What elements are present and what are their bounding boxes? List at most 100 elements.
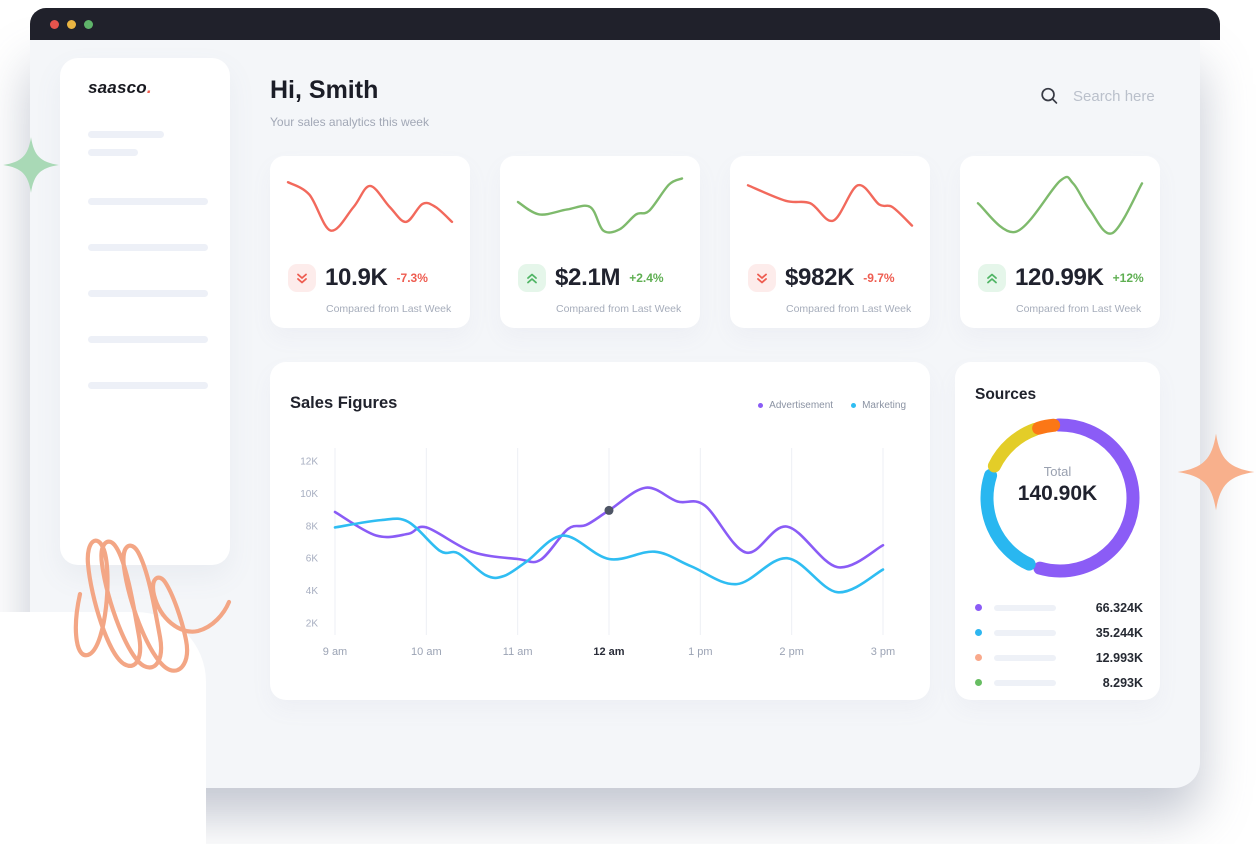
legend-label: Advertisement: [769, 400, 834, 411]
sources-legend-row: 35.244K: [975, 626, 1143, 640]
legend-dot: [975, 679, 982, 686]
search-icon[interactable]: [1040, 86, 1059, 106]
trend-up-icon: [518, 264, 546, 292]
sources-legend-row: 12.993K: [975, 650, 1143, 665]
stat-caption: Compared from Last Week: [786, 303, 912, 315]
page-subtitle: Your sales analytics this week: [270, 115, 429, 129]
sparkle-green-decoration: [3, 137, 59, 193]
sparkline-path: [516, 177, 684, 234]
legend-value: 12.993K: [1095, 650, 1143, 665]
x-axis-tick: 3 pm: [871, 646, 895, 658]
x-axis-tick: 2 pm: [779, 646, 803, 658]
legend-bar-placeholder: [994, 629, 1056, 636]
sparkline-chart: [286, 181, 454, 232]
legend-dot: [975, 654, 982, 661]
stat-caption: Compared from Last Week: [556, 303, 682, 315]
stat-cards-row: 10.9K -7.3% Compared from Last Week $2.1…: [270, 156, 1160, 328]
close-window-button[interactable]: [50, 19, 59, 29]
window-titlebar: [30, 8, 1220, 40]
sparkline-path: [286, 181, 454, 232]
legend-dot: [851, 403, 857, 408]
sources-legend-row: 8.293K: [975, 675, 1143, 690]
search-field[interactable]: [1040, 82, 1180, 110]
donut-total-value: 140.90K: [1017, 482, 1098, 505]
sidebar-nav-placeholder: [88, 198, 208, 205]
sources-card: Sources Total 140.90K 66.324K 35.244K 12…: [955, 362, 1160, 700]
legend-value: 66.324K: [1095, 600, 1143, 615]
donut-center: Total 140.90K: [955, 464, 1160, 506]
sparkline-chart: [976, 175, 1144, 235]
sidebar-nav-placeholder: [88, 336, 208, 343]
legend-dot: [975, 604, 982, 611]
stat-card-users: 120.99K +12% Compared from Last Week: [960, 156, 1160, 328]
series-marketing: [333, 517, 885, 594]
stat-delta: +12%: [1112, 271, 1144, 285]
stat-delta: -7.3%: [396, 271, 428, 285]
sales-chart-legend: Advertisement Marketing: [758, 400, 906, 411]
trend-down-icon: [748, 264, 776, 292]
sales-line-chart: 9 am 10 am 11 am 12 am 1 pm 2 pm 3 pm 12K 10K 8K 6…: [300, 448, 895, 658]
y-axis-tick: 10K: [300, 489, 318, 500]
sparkline-chart: [516, 177, 684, 234]
donut-segment-1: [1033, 418, 1140, 578]
x-axis-tick: 10 am: [411, 646, 442, 658]
x-axis-tick: 11 am: [503, 646, 533, 658]
sidebar-nav-placeholder: [88, 244, 208, 251]
donut-segment-4: [1032, 418, 1061, 435]
stat-delta: -9.7%: [863, 271, 895, 285]
legend-bar-placeholder: [994, 654, 1056, 661]
legend-value: 8.293K: [1102, 675, 1143, 690]
stat-caption: Compared from Last Week: [1016, 303, 1142, 315]
legend-item-marketing[interactable]: Marketing: [851, 400, 906, 411]
scribble-decoration: [73, 538, 232, 673]
sidebar-nav-placeholder: [88, 149, 138, 156]
sparkline-path: [976, 175, 1144, 235]
sparkle-orange-decoration: [1177, 433, 1255, 511]
donut-total-label: Total: [1043, 464, 1072, 479]
x-axis-tick: 9 am: [323, 646, 347, 658]
y-axis-tick: 6K: [306, 554, 319, 565]
stat-value: $982K: [785, 264, 855, 291]
legend-dot: [975, 629, 982, 636]
logo-dot: .: [146, 78, 152, 97]
sidebar-nav-placeholder: [88, 290, 208, 297]
stat-value: 120.99K: [1015, 264, 1104, 291]
sales-chart-title: Sales Figures: [290, 394, 398, 412]
legend-bar-placeholder: [994, 604, 1056, 611]
sources-donut-chart: [980, 418, 1140, 578]
logo-text: saasco: [88, 78, 147, 97]
legend-dot: [758, 403, 764, 408]
stat-caption: Compared from Last Week: [326, 303, 452, 315]
x-axis-tick: 12 am: [593, 646, 624, 658]
sources-title: Sources: [975, 386, 1037, 403]
data-point-marker: [604, 505, 614, 515]
search-input[interactable]: [1071, 86, 1180, 106]
stat-value: 10.9K: [325, 264, 388, 291]
sidebar-nav-placeholder: [88, 131, 164, 138]
sales-figures-card: 9 am 10 am 11 am 12 am 1 pm 2 pm 3 pm 12K 10K 8K 6…: [270, 362, 930, 700]
logo: saasco.: [88, 78, 152, 98]
window-corner-cutout: [0, 612, 206, 844]
y-axis-tick: 12K: [300, 457, 318, 468]
page-title: Hi, Smith: [270, 76, 379, 104]
y-axis-tick: 8K: [306, 521, 319, 532]
donut-segment-3: [987, 422, 1042, 473]
stat-delta: +2.4%: [629, 271, 664, 285]
sparkline-chart: [746, 184, 914, 227]
x-axis-tick: 1 pm: [688, 646, 712, 658]
legend-item-advertisement[interactable]: Advertisement: [758, 400, 833, 411]
minimize-window-button[interactable]: [67, 19, 76, 29]
stat-card-visitors: 10.9K -7.3% Compared from Last Week: [270, 156, 470, 328]
legend-bar-placeholder: [994, 679, 1056, 686]
maximize-window-button[interactable]: [84, 19, 93, 29]
stat-value: $2.1M: [555, 264, 621, 291]
stat-card-revenue: $2.1M +2.4% Compared from Last Week: [500, 156, 700, 328]
trend-up-icon: [978, 264, 1006, 292]
trend-down-icon: [288, 264, 316, 292]
sources-legend: 66.324K 35.244K 12.993K 8.293K: [975, 601, 1143, 701]
series-advertisement: [333, 486, 885, 569]
sidebar-nav-placeholder: [88, 382, 208, 389]
sources-legend-row: 66.324K: [975, 600, 1143, 615]
legend-label: Marketing: [862, 400, 906, 411]
